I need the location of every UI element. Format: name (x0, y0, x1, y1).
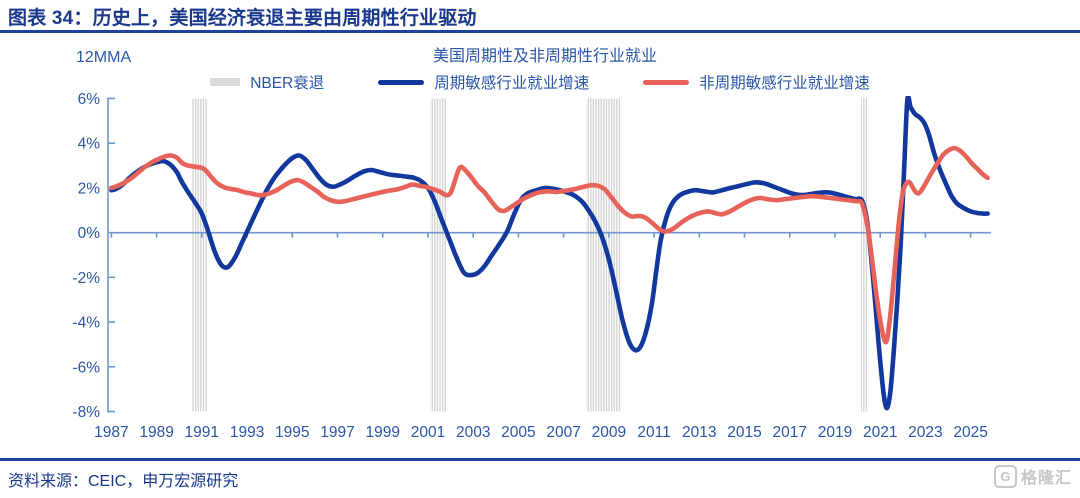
chart-legend: NBER衰退 周期敏感行业就业增速 非周期敏感行业就业增速 (95, 71, 985, 93)
x-tick-label: 2013 (682, 424, 716, 441)
nber-band-swatch (210, 78, 241, 86)
noncyclical-line-swatch (643, 79, 690, 85)
legend-item-nber-recession: NBER衰退 (210, 71, 324, 93)
y-tick-label: -6% (72, 359, 100, 376)
x-tick-label: 1997 (320, 424, 354, 441)
legend-item-noncyclical: 非周期敏感行业就业增速 (643, 71, 870, 93)
legend-label-cyclical: 周期敏感行业就业增速 (434, 75, 590, 92)
x-tick-label: 2011 (637, 424, 670, 441)
x-tick-label: 2021 (863, 424, 897, 441)
y-tick-label: -2% (72, 270, 100, 287)
x-tick-label: 2005 (501, 424, 535, 441)
legend-label-noncyclical: 非周期敏感行业就业增速 (699, 75, 870, 92)
y-axis-unit-label: 12MMA (76, 49, 132, 66)
series-line-cyclical (109, 96, 990, 411)
x-tick-label: 2015 (727, 424, 761, 441)
recession-band (191, 98, 208, 412)
y-tick-label: 4% (78, 136, 101, 153)
chart-title: 美国周期性及非周期性行业就业 (432, 48, 657, 65)
recession-band (430, 98, 446, 412)
x-tick-label: 1993 (230, 424, 264, 441)
source-note: 资料来源：CEIC，申万宏源研究 (8, 473, 239, 490)
y-tick-label: -4% (72, 315, 100, 332)
y-tick-label: 0% (78, 225, 101, 242)
recession-band (586, 98, 622, 412)
x-tick-label: 1987 (94, 424, 128, 441)
watermark-logo: G 格隆汇 (993, 464, 1072, 488)
y-tick-label: 2% (78, 180, 101, 197)
series-lines (109, 96, 990, 411)
x-tick-label: 1991 (185, 424, 219, 441)
legend-label-nber-recession: NBER衰退 (250, 75, 325, 92)
x-tick-label: 2023 (908, 424, 942, 441)
title-underline (0, 30, 1080, 33)
recession-bands (191, 98, 868, 412)
axis-labels: 6% 4% 2% 0% -2% -4% -6% -8% 1987 1989 1991 1993 1995… (72, 91, 987, 441)
x-tick-label: 2025 (953, 424, 987, 441)
x-tick-label: 1995 (275, 424, 309, 441)
x-tick-label: 1999 (365, 424, 399, 441)
recession-band (861, 98, 868, 412)
x-tick-label: 2003 (456, 424, 490, 441)
axes (107, 97, 991, 413)
x-tick-label: 1989 (139, 424, 173, 441)
footer-rule (0, 458, 1080, 461)
x-tick-label: 2009 (592, 424, 626, 441)
series-line-noncyclical (109, 145, 990, 345)
gelonghui-logo-icon: G (993, 464, 1017, 488)
x-tick-label: 2007 (546, 424, 580, 441)
watermark-text: 格隆汇 (1020, 470, 1072, 487)
x-tick-label: 2019 (818, 424, 852, 441)
legend-item-cyclical: 周期敏感行业就业增速 (378, 71, 589, 93)
figure-title: 图表 34：历史上，美国经济衰退主要由周期性行业驱动 (8, 8, 477, 29)
x-tick-label: 2001 (411, 424, 445, 441)
y-tick-label: -8% (72, 404, 100, 421)
cyclical-line-swatch (378, 79, 425, 85)
x-tick-label: 2017 (773, 424, 807, 441)
y-tick-label: 6% (78, 91, 101, 108)
